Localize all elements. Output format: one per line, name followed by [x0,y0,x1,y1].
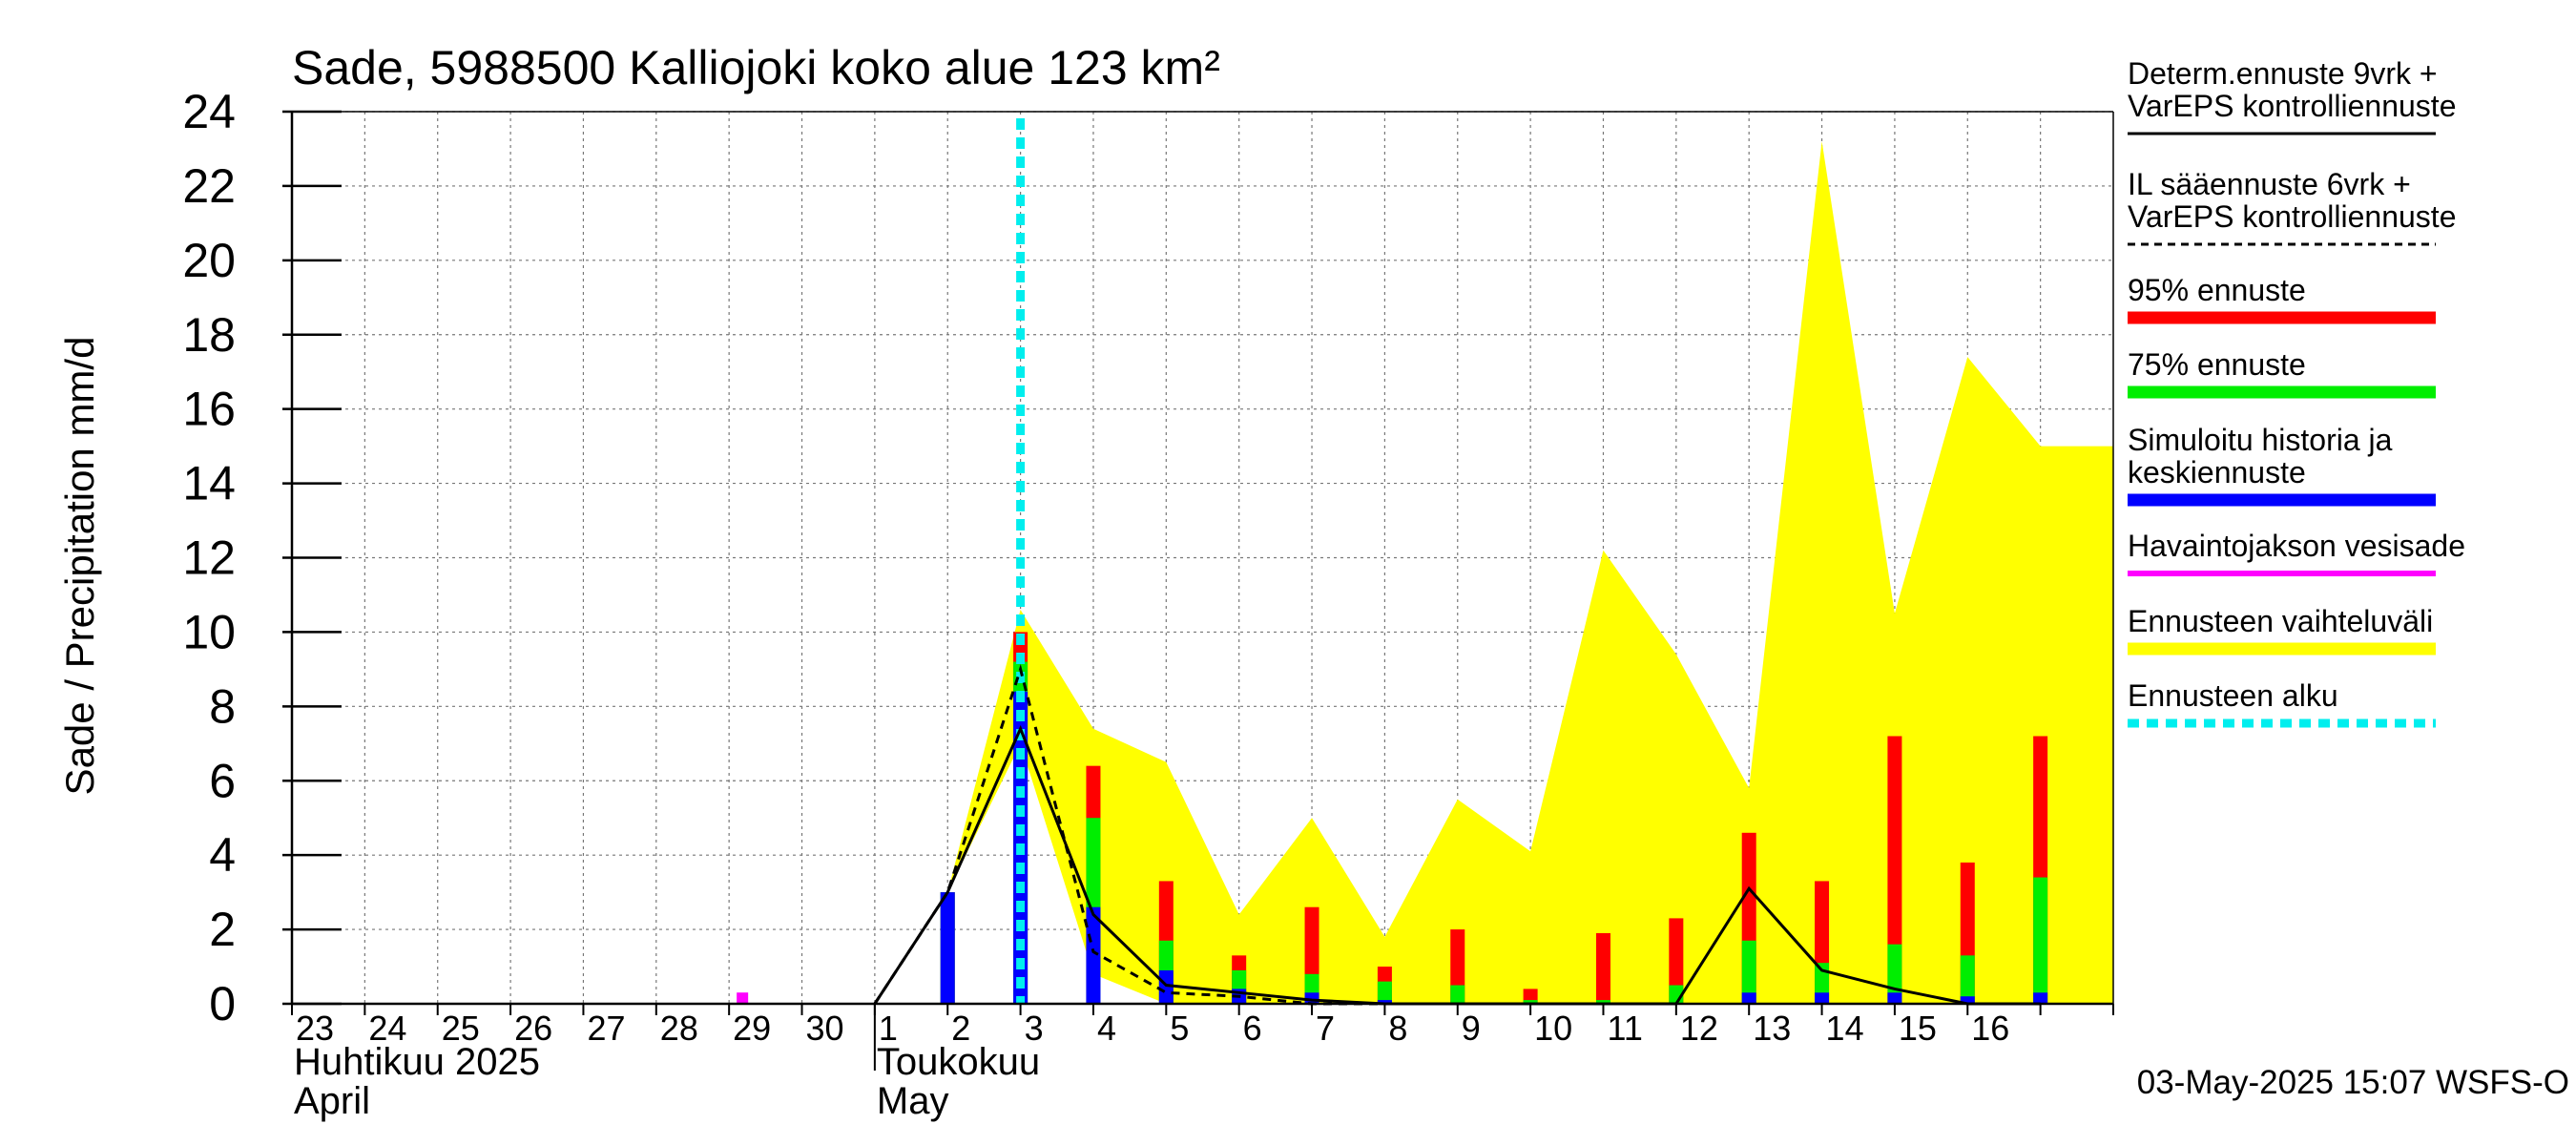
bar-p75 [1741,940,1756,1004]
x-tick-label: 14 [1826,1009,1864,1048]
legend-label: Ennusteen vaihteluväli [2128,604,2433,638]
y-axis-label: Sade / Precipitation mm/d [57,337,102,796]
x-tick-label: 29 [733,1009,771,1048]
x-tick-label: 16 [1971,1009,2009,1048]
x-tick-label: 3 [1025,1009,1044,1048]
timestamp: 03-May-2025 15:07 WSFS-O [2137,1064,2569,1101]
legend-label: Havaintojakson vesisade [2128,529,2465,563]
bar-median [1960,996,1975,1004]
chart-title: Sade, 5988500 Kalliojoki koko alue 123 k… [292,41,1220,94]
legend-label: VarEPS kontrolliennuste [2128,199,2456,234]
x-tick-label: 15 [1899,1009,1937,1048]
legend-label: Simuloitu historia ja [2128,423,2393,457]
y-tick-label: 6 [209,754,236,807]
bar-p95 [1887,736,1902,1004]
legend-label: 95% ennuste [2128,273,2306,307]
bar-median [2033,992,2048,1004]
legend-label: 75% ennuste [2128,347,2306,382]
bar-p95 [1669,918,1684,1004]
month-label-fi: Toukokuu [877,1041,1040,1083]
bar-median [1086,906,1101,1004]
x-tick-label: 13 [1753,1009,1791,1048]
bar-median [1815,992,1830,1004]
x-tick-label: 23 [296,1009,334,1048]
y-tick-label: 24 [182,85,236,138]
bar-median [1377,1000,1392,1004]
x-tick-label: 6 [1243,1009,1262,1048]
x-tick-label: 10 [1534,1009,1572,1048]
x-tick-label: 1 [879,1009,898,1048]
month-label-en: April [294,1080,370,1122]
x-tick-label: 8 [1388,1009,1407,1048]
bar-median [1304,992,1319,1004]
bar-p75 [1450,985,1465,1004]
legend-label: Determ.ennuste 9vrk + [2128,56,2438,91]
bar-p75 [1595,1000,1610,1004]
bar-median [1887,992,1902,1004]
y-tick-label: 18 [182,308,236,362]
y-tick-label: 22 [182,159,236,213]
month-label-fi: Huhtikuu 2025 [294,1041,540,1083]
x-tick-label: 26 [514,1009,552,1048]
x-tick-label: 12 [1680,1009,1718,1048]
bar-p75 [2033,877,2048,1004]
x-tick-label: 9 [1462,1009,1481,1048]
y-tick-label: 20 [182,234,236,287]
forecast-range-area [947,141,2113,1004]
legend-label: VarEPS kontrolliennuste [2128,89,2456,123]
bar-observed [737,992,749,1004]
x-tick-label: 7 [1316,1009,1335,1048]
x-tick-label: 25 [442,1009,480,1048]
y-tick-label: 2 [209,903,236,956]
bar-p75 [1377,981,1392,1004]
x-tick-label: 11 [1607,1009,1642,1048]
bar-median [1158,969,1174,1004]
x-tick-label: 5 [1170,1009,1189,1048]
y-tick-label: 14 [182,457,236,510]
x-tick-label: 24 [368,1009,406,1048]
forecast-bars [737,632,2048,1004]
legend: Determ.ennuste 9vrk +VarEPS kontrollienn… [2128,56,2465,728]
y-tick-label: 10 [182,605,236,658]
month-label-en: May [877,1080,949,1122]
y-tick-label: 0 [209,977,236,1030]
x-tick-label: 28 [660,1009,698,1048]
bar-p75 [1523,1000,1538,1004]
y-tick-label: 12 [182,531,236,585]
legend-label: IL sääennuste 6vrk + [2128,167,2411,201]
envelope-area [947,141,2113,1004]
bar-median [940,892,955,1004]
x-tick-label: 4 [1097,1009,1116,1048]
x-tick-label: 30 [806,1009,844,1048]
bar-median [1741,992,1756,1004]
y-tick-label: 16 [182,383,236,436]
y-tick-label: 4 [209,828,236,882]
bar-p95 [1595,932,1610,1004]
y-tick-label: 8 [209,679,236,733]
legend-label: keskiennuste [2128,455,2306,489]
x-tick-label: 27 [587,1009,625,1048]
x-tick-label: 2 [951,1009,970,1048]
legend-label: Ennusteen alku [2128,678,2338,713]
bar-p75 [1960,955,1975,1004]
